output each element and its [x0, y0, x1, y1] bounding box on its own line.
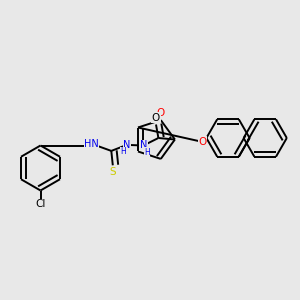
Text: Cl: Cl [35, 199, 46, 209]
Text: S: S [110, 167, 116, 177]
Text: O: O [157, 109, 165, 118]
Text: N: N [123, 140, 130, 150]
Text: O: O [152, 113, 160, 123]
Text: H: H [144, 148, 150, 157]
Text: H: H [120, 147, 126, 156]
Text: HN: HN [84, 139, 99, 149]
Text: N: N [140, 140, 147, 151]
Text: O: O [198, 137, 207, 147]
